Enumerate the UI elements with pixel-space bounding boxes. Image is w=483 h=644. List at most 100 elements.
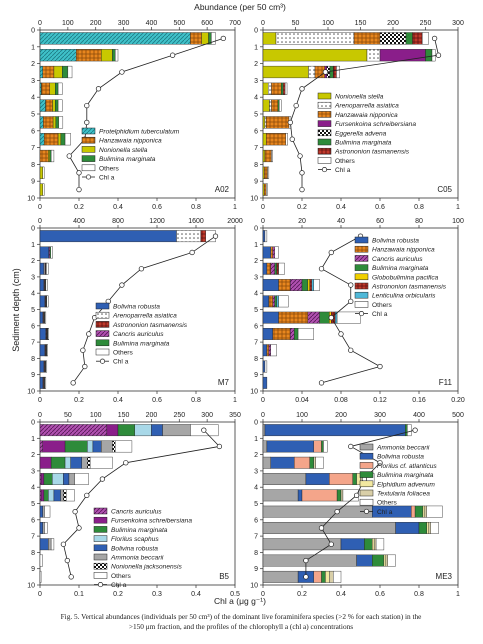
bar-bolivina-robusta xyxy=(39,344,46,357)
bar-others xyxy=(297,328,314,340)
legend-swatch-bolivina-robusta xyxy=(95,302,110,310)
bar-bolivina-robusta xyxy=(151,424,163,437)
panel-b5: 0 50 100 150 200 250 300 350 0 0.1 0.2 0.3 0.4 0.5 0 1 2… xyxy=(27,412,241,598)
legend-label-nonionella-stella: Nonionella stella xyxy=(335,94,384,101)
bar-hanzawaia-nipponica xyxy=(272,328,291,340)
abundance-tick-label: 300 xyxy=(374,412,386,419)
legend-swatch-others xyxy=(95,348,110,356)
legend-label-cancris-auriculus: Cancris auriculus xyxy=(113,331,164,338)
bar-bulimina-marginata xyxy=(321,440,324,453)
bar-protelphidium-tuberculatum xyxy=(39,116,44,129)
chl-tick-label: 0.2 xyxy=(297,591,307,598)
legend-swatch-hanzawaia-nipponica xyxy=(81,136,96,144)
chl-tick-label: 0.12 xyxy=(373,397,387,404)
depth-tick-label: 6 xyxy=(31,517,35,524)
bar-ammonia-beccarii xyxy=(42,505,45,518)
bar-nonionella-stella xyxy=(53,65,63,79)
abundance-tick-label: 250 xyxy=(420,20,432,27)
bar-bolivina-robusta xyxy=(262,376,268,389)
depth-tick-label: 1 xyxy=(31,242,35,249)
bar-hanzawaia-nipponica xyxy=(42,65,55,79)
chl-tick-label: 0.8 xyxy=(191,397,201,404)
legend-label-others: Others xyxy=(111,573,131,580)
chl-point xyxy=(212,233,219,239)
bar-bulimina-marginata xyxy=(43,473,53,485)
bar-protelphidium-tuberculatum xyxy=(39,32,191,45)
bar-bulimina-marginata xyxy=(281,82,284,95)
bar-others xyxy=(375,538,385,551)
depth-tick-label: 10 xyxy=(250,583,258,590)
bar-arenoparrella-asiatica xyxy=(269,99,272,112)
chl-point xyxy=(64,557,70,564)
depth-tick-label: 0 xyxy=(31,226,35,233)
abundance-tick-label: 100 xyxy=(62,20,74,27)
legend-swatch-astrononion-tasmanensis xyxy=(95,321,110,328)
legend-label-cancris-auriculus: Cancris auriculus xyxy=(111,509,162,516)
abundance-tick-label: 150 xyxy=(118,412,130,419)
bar-protelphidium-tuberculatum xyxy=(39,82,42,95)
bar-bolivina-robusta xyxy=(340,538,365,551)
bar-eggerella-advena xyxy=(379,32,407,45)
depth-tick-label: 7 xyxy=(254,145,258,152)
chl-tick-label: 0.8 xyxy=(414,591,424,598)
bar-astrononion-tasmanensis xyxy=(276,262,279,275)
chl-point xyxy=(289,136,295,142)
bar-others xyxy=(211,32,216,45)
bar-bolivina-robusta xyxy=(262,262,268,275)
bar-hanzawaia-nipponica xyxy=(39,149,49,163)
depth-tick-label: 5 xyxy=(254,501,258,508)
abundance-tick-label: 300 xyxy=(118,20,130,27)
bottom-axis-label: Chl a (μg g⁻¹) xyxy=(214,596,266,606)
abundance-tick-label: 40 xyxy=(337,218,345,225)
bar-ammonia-beccarii xyxy=(48,538,52,551)
depth-tick-label: 7 xyxy=(31,145,35,152)
chl-tick-label: 0 xyxy=(261,591,265,598)
bar-nonionella-jacksonensis xyxy=(112,440,116,453)
legend-label-bulimina-marginata: Bulimina marginata xyxy=(377,472,434,479)
bar-hanzawaia-nipponica xyxy=(190,32,202,45)
chl-point xyxy=(216,443,223,450)
bar-others xyxy=(65,489,75,502)
legend-label-chl-a: Chl a xyxy=(335,167,351,174)
bar-protelphidium-tuberculatum xyxy=(39,99,46,112)
abundance-tick-label: 2000 xyxy=(227,218,243,225)
abundance-tick-label: 0 xyxy=(38,412,42,419)
bar-bulimina-marginata xyxy=(43,489,49,502)
chl-point xyxy=(299,170,305,176)
legend-swatch-bolivina-robusta xyxy=(93,544,108,552)
bar-textularia-foliacea xyxy=(329,570,334,583)
legend-marker-chl-a xyxy=(358,311,365,317)
bar-elphidium-advenum xyxy=(372,538,375,551)
bar-cancris-auriculus xyxy=(268,344,272,357)
depth-tick-label: 5 xyxy=(254,112,258,119)
chl-tick-label: 0.6 xyxy=(152,204,162,211)
chl-point xyxy=(86,331,92,337)
legend-swatch-arenoparrella-asiatica xyxy=(317,101,332,109)
legend-swatch-globobulimina-pacifica xyxy=(354,273,369,281)
bar-others xyxy=(285,133,288,146)
chl-point xyxy=(299,86,305,92)
chl-point xyxy=(123,460,129,466)
depth-tick-label: 8 xyxy=(254,550,258,557)
legend-swatch-eggerella-advena xyxy=(317,129,332,137)
bar-others xyxy=(274,246,279,259)
legend-swatch-hanzawaia-nipponica xyxy=(317,111,332,118)
chl-line xyxy=(289,38,439,190)
chl-point xyxy=(76,186,82,193)
legend: Bolivina robusta Arenoparrella asiatica As… xyxy=(95,302,188,366)
depth-tick-label: 1 xyxy=(254,242,258,249)
depth-tick-label: 0 xyxy=(31,28,35,35)
legend-label-chl-a: Chl a xyxy=(111,582,127,589)
chl-point xyxy=(318,266,325,272)
legend-swatch-florilus-cf-atlanticus xyxy=(359,462,374,469)
depth-tick-label: 6 xyxy=(31,323,35,330)
bar-others xyxy=(46,262,49,275)
bar-bulimina-marginata xyxy=(425,49,433,62)
depth-tick-label: 1 xyxy=(31,44,35,51)
bar-bolivina-robusta xyxy=(39,295,46,308)
legend-label-nonionella-jacksonensis: Nonionella jacksonensis xyxy=(111,564,182,571)
bar-bolivina-robusta xyxy=(262,360,266,373)
bar-hanzawaia-nipponica xyxy=(278,311,309,324)
bar-nonionella-stella xyxy=(262,32,277,45)
